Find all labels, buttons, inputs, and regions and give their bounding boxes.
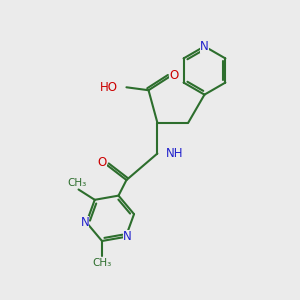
Text: NH: NH	[166, 147, 183, 160]
Text: HO: HO	[100, 81, 118, 94]
Text: CH₃: CH₃	[68, 178, 87, 188]
Text: N: N	[81, 216, 89, 229]
Text: O: O	[169, 69, 178, 82]
Text: O: O	[98, 156, 106, 169]
Text: CH₃: CH₃	[92, 258, 112, 268]
Text: N: N	[200, 40, 209, 53]
Text: N: N	[123, 230, 132, 243]
